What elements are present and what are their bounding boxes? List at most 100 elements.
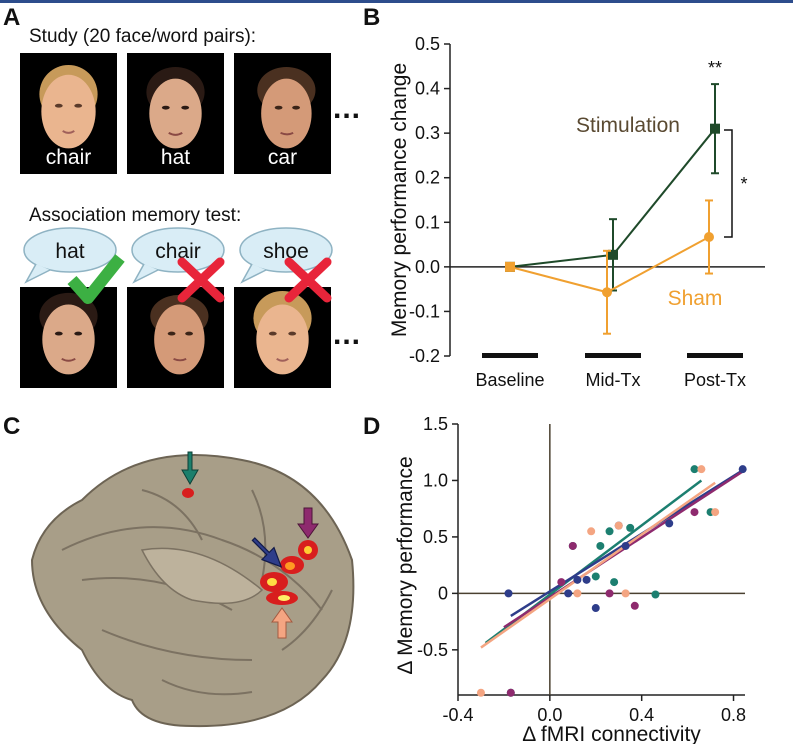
test-word-2: chair — [155, 240, 201, 263]
data-point — [665, 519, 674, 528]
face-photo — [257, 66, 316, 149]
data-point — [697, 465, 706, 474]
activation-blob — [182, 488, 318, 605]
data-point — [504, 589, 513, 598]
y-axis-label: Δ Memory performance — [394, 456, 417, 674]
panel-label-b: B — [363, 4, 381, 31]
data-point — [557, 578, 566, 587]
category-bar — [482, 353, 538, 358]
study-word-2: hat — [160, 146, 191, 169]
x-tick-label: Post-Tx — [684, 370, 746, 390]
y-tick-label: 0.3 — [415, 123, 440, 143]
x-tick-label: Mid-Tx — [586, 370, 641, 390]
data-point — [587, 527, 596, 536]
y-tick-label: 0.5 — [415, 34, 440, 54]
significance-bracket — [724, 129, 733, 238]
y-tick-label: -0.2 — [409, 346, 440, 366]
data-point — [591, 604, 600, 613]
x-axis-label: Δ fMRI connectivity — [522, 723, 701, 744]
legend-stimulation: Stimulation — [576, 114, 680, 137]
significance-marker: ** — [708, 58, 722, 78]
x-tick-label: -0.4 — [442, 705, 473, 725]
baseline-marker — [505, 261, 515, 272]
data-point — [651, 590, 660, 599]
speech-bubble-2 — [131, 227, 225, 284]
data-point — [614, 521, 623, 530]
data-point — [476, 688, 485, 697]
face-photo — [253, 290, 312, 375]
y-tick-label: 0.2 — [415, 168, 440, 188]
study-face-1: chair — [20, 53, 117, 174]
data-point — [630, 601, 639, 610]
y-tick-label: 1.0 — [423, 470, 448, 490]
x-tick-label: 0.8 — [721, 705, 746, 725]
study-face-3: car — [234, 53, 331, 174]
top-rule — [0, 0, 793, 3]
panel-label-a: A — [3, 4, 21, 31]
category-bar — [585, 353, 641, 358]
data-point — [605, 589, 614, 598]
data-point — [738, 465, 747, 474]
data-point — [573, 575, 582, 584]
scatter-chart: 1.5 1.0 0.5 0 -0.5 -0.4 0.0 0.4 0.8 Δ fMRI connec… — [394, 414, 747, 744]
test-ellipsis: ... — [333, 318, 362, 351]
x-tick-label: 0.4 — [629, 705, 654, 725]
series-line — [509, 236, 710, 294]
bracket-marker: * — [740, 174, 747, 194]
y-tick-label: 0.5 — [423, 527, 448, 547]
fit-line — [503, 470, 744, 629]
cross-icon — [177, 257, 225, 303]
test-face-1 — [20, 287, 117, 388]
y-tick-label: 0.0 — [415, 257, 440, 277]
test-word-3: shoe — [263, 240, 309, 263]
study-title: Study (20 face/word pairs): — [29, 26, 257, 47]
test-word-1: hat — [55, 240, 84, 263]
face-photo — [146, 66, 205, 149]
fit-line — [480, 481, 716, 649]
speech-bubble-1 — [23, 227, 117, 284]
data-point — [564, 589, 573, 598]
data-point — [573, 589, 582, 598]
y-tick-label: 0.4 — [415, 79, 440, 99]
arrow-purple-icon — [297, 507, 319, 539]
data-point — [690, 508, 699, 517]
y-tick-label: 0 — [438, 583, 448, 603]
test-title: Association memory test: — [29, 205, 242, 226]
study-word-3: car — [267, 146, 298, 169]
panel-label-c: C — [3, 413, 21, 440]
x-tick-label: 0.0 — [537, 705, 562, 725]
speech-bubbles: hat chair shoe — [23, 227, 333, 284]
legend-sham: Sham — [668, 287, 723, 310]
study-ellipsis: ... — [333, 92, 362, 125]
study-word-1: chair — [45, 146, 92, 169]
data-point — [582, 575, 591, 584]
y-tick-label: -0.5 — [417, 640, 448, 660]
data-point — [605, 527, 614, 536]
test-face-2 — [127, 287, 224, 388]
data-point — [506, 688, 515, 697]
arrow-salmon-icon — [271, 607, 293, 639]
face-photo — [150, 294, 209, 375]
test-face-3 — [234, 287, 331, 388]
data-point — [710, 123, 720, 134]
data-point — [711, 508, 720, 517]
panel-label-d: D — [363, 413, 381, 440]
data-point — [621, 541, 630, 550]
study-face-2: hat — [127, 53, 224, 174]
data-point — [568, 541, 577, 550]
data-point — [596, 541, 605, 550]
x-tick-label: Baseline — [475, 370, 544, 390]
data-point — [591, 572, 600, 581]
data-point — [602, 287, 612, 298]
category-bar — [687, 353, 743, 358]
data-point — [610, 578, 619, 587]
face-photo — [39, 292, 98, 375]
y-tick-label: 0.1 — [415, 212, 440, 232]
data-point — [690, 465, 699, 474]
data-point — [608, 249, 618, 260]
face-photo — [39, 65, 98, 149]
arrow-green-icon — [181, 451, 199, 486]
y-axis-label: Memory performance change — [388, 63, 411, 337]
check-icon — [67, 254, 125, 304]
line-chart: 0.5 0.4 0.3 0.2 0.1 0.0 -0.1 -0.2 Memory perform… — [388, 34, 765, 390]
